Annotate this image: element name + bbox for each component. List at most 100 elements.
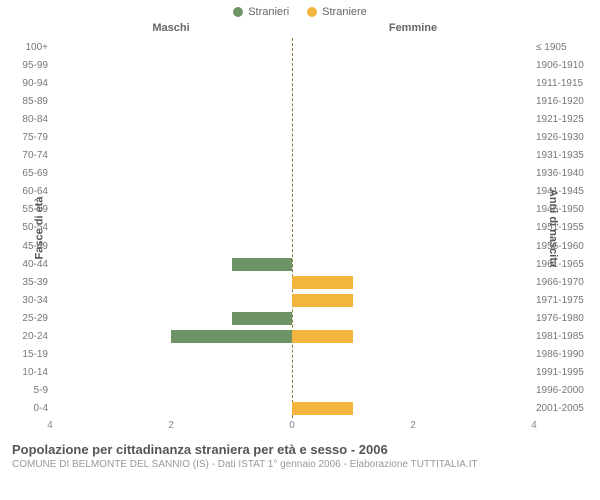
- male-half: [50, 56, 292, 74]
- age-tick: 75-79: [2, 132, 48, 143]
- birth-tick: 1916-1920: [536, 96, 598, 107]
- birth-tick: 1966-1970: [536, 277, 598, 288]
- birth-tick: 1991-1995: [536, 367, 598, 378]
- female-half: [292, 110, 534, 128]
- male-half: [50, 291, 292, 309]
- female-half: [292, 291, 534, 309]
- female-half: [292, 382, 534, 400]
- age-tick: 5-9: [2, 385, 48, 396]
- age-row: 90-941911-1915: [50, 74, 534, 92]
- legend-male-label: Stranieri: [248, 6, 289, 18]
- birth-tick: 1931-1935: [536, 150, 598, 161]
- age-tick: 20-24: [2, 331, 48, 342]
- xaxis-right: 24: [292, 420, 534, 434]
- footer-title: Popolazione per cittadinanza straniera p…: [12, 442, 600, 457]
- birth-tick: 1976-1980: [536, 313, 598, 324]
- birth-tick: 1956-1960: [536, 241, 598, 252]
- birth-tick: 1906-1910: [536, 60, 598, 71]
- female-half: [292, 237, 534, 255]
- age-tick: 90-94: [2, 78, 48, 89]
- male-half: [50, 328, 292, 346]
- male-half: [50, 273, 292, 291]
- birth-tick: 1921-1925: [536, 114, 598, 125]
- legend-female-label: Straniere: [322, 6, 367, 18]
- birth-tick: 1941-1945: [536, 186, 598, 197]
- female-half: [292, 328, 534, 346]
- age-tick: 50-54: [2, 222, 48, 233]
- bar-female: [292, 276, 353, 289]
- female-half: [292, 183, 534, 201]
- male-half: [50, 237, 292, 255]
- age-row: 35-391966-1970: [50, 273, 534, 291]
- male-half: [50, 92, 292, 110]
- x-axis: 420 24: [50, 420, 534, 434]
- age-tick: 25-29: [2, 313, 48, 324]
- male-half: [50, 147, 292, 165]
- age-row: 95-991906-1910: [50, 56, 534, 74]
- male-half: [50, 128, 292, 146]
- xaxis-left: 420: [50, 420, 292, 434]
- legend: Stranieri Straniere: [0, 0, 600, 18]
- male-half: [50, 183, 292, 201]
- age-row: 20-241981-1985: [50, 328, 534, 346]
- age-row: 0-42001-2005: [50, 400, 534, 418]
- birth-tick: 1971-1975: [536, 295, 598, 306]
- age-tick: 70-74: [2, 150, 48, 161]
- birth-tick: 2001-2005: [536, 403, 598, 414]
- xtick: 4: [47, 420, 53, 431]
- female-half: [292, 364, 534, 382]
- age-tick: 95-99: [2, 60, 48, 71]
- column-headers: Maschi Femmine: [50, 18, 534, 38]
- age-tick: 45-49: [2, 241, 48, 252]
- age-tick: 100+: [2, 42, 48, 53]
- age-row: 65-691936-1940: [50, 165, 534, 183]
- female-half: [292, 165, 534, 183]
- age-row: 85-891916-1920: [50, 92, 534, 110]
- male-half: [50, 309, 292, 327]
- age-row: 70-741931-1935: [50, 147, 534, 165]
- rows-container: 100+≤ 190595-991906-191090-941911-191585…: [50, 38, 534, 418]
- birth-tick: 1951-1955: [536, 222, 598, 233]
- male-half: [50, 201, 292, 219]
- age-row: 30-341971-1975: [50, 291, 534, 309]
- bar-male: [232, 258, 293, 271]
- birth-tick: 1981-1985: [536, 331, 598, 342]
- male-half: [50, 38, 292, 56]
- age-tick: 0-4: [2, 403, 48, 414]
- female-half: [292, 147, 534, 165]
- header-female: Femmine: [292, 18, 534, 38]
- age-row: 5-91996-2000: [50, 382, 534, 400]
- male-half: [50, 400, 292, 418]
- birth-tick: 1986-1990: [536, 349, 598, 360]
- age-tick: 30-34: [2, 295, 48, 306]
- female-half: [292, 128, 534, 146]
- birth-tick: 1936-1940: [536, 168, 598, 179]
- birth-tick: 1926-1930: [536, 132, 598, 143]
- female-half: [292, 346, 534, 364]
- female-half: [292, 201, 534, 219]
- age-tick: 15-19: [2, 349, 48, 360]
- age-row: 40-441961-1965: [50, 255, 534, 273]
- male-half: [50, 346, 292, 364]
- age-tick: 10-14: [2, 367, 48, 378]
- female-half: [292, 219, 534, 237]
- swatch-female: [307, 7, 317, 17]
- swatch-male: [233, 7, 243, 17]
- age-tick: 60-64: [2, 186, 48, 197]
- age-row: 25-291976-1980: [50, 309, 534, 327]
- bar-female: [292, 294, 353, 307]
- female-half: [292, 309, 534, 327]
- female-half: [292, 400, 534, 418]
- male-half: [50, 74, 292, 92]
- age-row: 15-191986-1990: [50, 346, 534, 364]
- male-half: [50, 219, 292, 237]
- xtick: 4: [531, 420, 537, 431]
- age-row: 60-641941-1945: [50, 183, 534, 201]
- birth-tick: 1996-2000: [536, 385, 598, 396]
- age-row: 100+≤ 1905: [50, 38, 534, 56]
- chart-footer: Popolazione per cittadinanza straniera p…: [12, 442, 600, 470]
- age-row: 50-541951-1955: [50, 219, 534, 237]
- age-row: 45-491956-1960: [50, 237, 534, 255]
- legend-female: Straniere: [307, 6, 367, 18]
- age-row: 10-141991-1995: [50, 364, 534, 382]
